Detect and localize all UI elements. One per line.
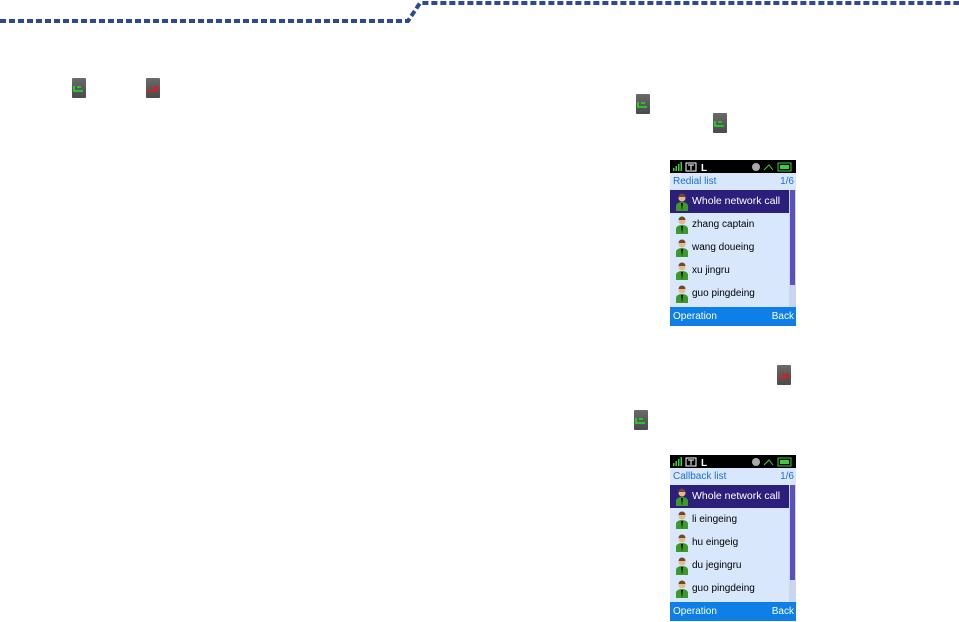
contact-name: zhang captain xyxy=(692,219,755,230)
list-item[interactable]: guo pingdeing xyxy=(670,577,789,600)
person-icon xyxy=(675,193,689,220)
list-item[interactable]: Whole network call xyxy=(670,190,789,213)
contact-name: Whole network call xyxy=(692,195,781,207)
list-item[interactable]: li eingeing xyxy=(670,508,789,531)
call-key-icon xyxy=(634,410,648,430)
contact-name: wang doueing xyxy=(692,242,755,253)
list-title: Redial list xyxy=(673,176,717,187)
contact-name: li eingeing xyxy=(692,514,738,525)
contact-name: guo pingdeing xyxy=(692,288,755,299)
person-icon xyxy=(675,488,689,515)
end-key-icon xyxy=(777,365,791,385)
list-item[interactable]: zhang captain xyxy=(670,213,789,236)
scrollbar[interactable] xyxy=(789,190,796,307)
person-icon xyxy=(675,580,689,607)
header-dashed-rule xyxy=(0,0,959,23)
list-header: Callback list 1/6 xyxy=(670,468,796,485)
contact-name: Whole network call xyxy=(692,490,781,502)
person-icon xyxy=(675,262,689,289)
scrollbar-thumb[interactable] xyxy=(790,485,795,580)
list-item[interactable]: wang doueing xyxy=(670,236,789,259)
svg-text:L: L xyxy=(701,163,707,173)
page-indicator: 1/6 xyxy=(780,176,794,187)
softkey-bar: Operation Back xyxy=(670,307,796,326)
status-bar: L xyxy=(670,455,796,469)
person-icon xyxy=(675,216,689,243)
call-key-icon xyxy=(636,94,650,114)
call-key-icon xyxy=(713,113,727,133)
person-icon xyxy=(675,239,689,266)
back-softkey[interactable]: Back xyxy=(771,606,794,617)
operation-softkey[interactable]: Operation xyxy=(673,311,717,322)
contact-name: xu jingru xyxy=(692,265,730,276)
contact-name: guo pingdeing xyxy=(692,583,755,594)
page-indicator: 1/6 xyxy=(780,471,794,482)
person-icon xyxy=(675,534,689,561)
person-icon xyxy=(675,511,689,538)
phone-screen: L Redial list 1/6 Whole network call zhang c… xyxy=(670,160,796,326)
back-softkey[interactable]: Back xyxy=(771,311,794,322)
list-item[interactable]: xu jingru xyxy=(670,259,789,282)
contact-name: hu eingeig xyxy=(692,537,739,548)
svg-text:L: L xyxy=(701,458,707,468)
phone-screen: L Callback list 1/6 Whole network call li ei… xyxy=(670,455,796,621)
scrollbar[interactable] xyxy=(789,485,796,602)
person-icon xyxy=(675,557,689,584)
contact-name: du jegingru xyxy=(692,560,742,571)
list-item[interactable]: hu eingeig xyxy=(670,531,789,554)
operation-softkey[interactable]: Operation xyxy=(673,606,717,617)
scrollbar-thumb[interactable] xyxy=(790,190,795,285)
status-bar: L xyxy=(670,160,796,174)
call-key-icon xyxy=(72,78,86,98)
list-item[interactable]: guo pingdeing xyxy=(670,282,789,305)
list-header: Redial list 1/6 xyxy=(670,173,796,190)
end-key-icon xyxy=(146,78,160,98)
list-title: Callback list xyxy=(673,471,727,482)
softkey-bar: Operation Back xyxy=(670,602,796,621)
list-item[interactable]: du jegingru xyxy=(670,554,789,577)
person-icon xyxy=(675,285,689,312)
list-item[interactable]: Whole network call xyxy=(670,485,789,508)
